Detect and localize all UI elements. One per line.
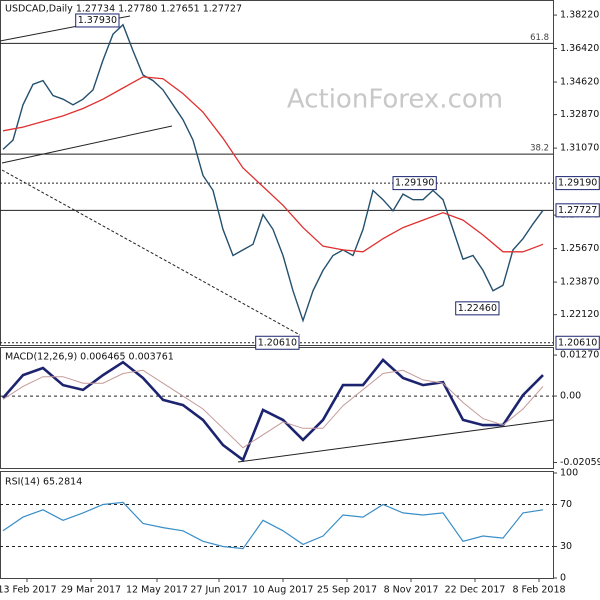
y-tick-label: 70 <box>560 499 572 510</box>
price-label: 1.20610 <box>258 337 297 348</box>
price-label: 1.37930 <box>78 15 117 26</box>
price-label: 1.22460 <box>458 303 497 314</box>
trend-line <box>1 125 173 164</box>
series-line <box>2 358 544 462</box>
x-tick-label: 12 May 2017 <box>126 585 188 596</box>
x-tick-label: 25 Sep 2017 <box>317 585 377 596</box>
series-line <box>2 501 544 550</box>
price-panel <box>0 0 554 346</box>
y-tick-label: 1.34620 <box>560 77 599 88</box>
watermark: ActionForex.com <box>287 85 503 115</box>
y-tick-label: 0 <box>560 573 566 584</box>
x-tick-label: 8 Nov 2017 <box>384 585 439 596</box>
price-label-box <box>555 176 600 191</box>
price-label-box <box>75 13 120 28</box>
level-name: 61.8 <box>530 33 549 43</box>
price-label: 1.29190 <box>558 178 597 189</box>
y-tick-label: 1.31070 <box>560 143 599 154</box>
y-tick-label: 1.22120 <box>560 309 599 320</box>
series-line <box>2 76 544 253</box>
y-tick-label: 30 <box>560 541 572 552</box>
price-label-box <box>555 203 600 218</box>
price-label-box <box>555 335 600 350</box>
y-tick-label: 0.012707 <box>560 350 600 361</box>
x-tick-label: 8 Feb 2018 <box>512 585 565 596</box>
y-tick-label: 100 <box>560 468 578 479</box>
y-tick-label: -0.020599 <box>560 457 600 468</box>
level-name: 38.2 <box>530 144 549 154</box>
price-label: 1.27727 <box>558 205 597 216</box>
price-label: 1.20610 <box>558 337 597 348</box>
y-tick-label: 1.23870 <box>560 277 599 288</box>
series-line <box>2 369 544 449</box>
y-tick-label: 1.36420 <box>560 43 599 54</box>
price-label-box <box>392 176 437 191</box>
series-line <box>2 23 544 323</box>
price-label-box <box>455 301 500 316</box>
price-label: 1.29190 <box>395 178 434 189</box>
y-tick-label: 1.25670 <box>560 243 599 254</box>
y-tick-label: 0.00 <box>560 391 581 402</box>
trend-line <box>237 419 554 463</box>
rsi-panel <box>0 471 554 579</box>
x-tick-label: 10 Aug 2017 <box>253 585 314 596</box>
x-tick-label: 22 Dec 2017 <box>445 585 506 596</box>
x-tick-label: 27 Jun 2017 <box>190 585 247 596</box>
panel-title: USDCAD,Daily 1.27734 1.27780 1.27651 1.2… <box>5 4 242 15</box>
trend-line <box>1 169 301 336</box>
x-tick-label: 13 Feb 2017 <box>0 585 57 596</box>
y-tick-label: 1.38220 <box>560 10 599 21</box>
panel-title: MACD(12,26,9) 0.006465 0.003761 <box>5 352 174 363</box>
y-tick-label: 1.32870 <box>560 109 599 120</box>
panel-title: RSI(14) 65.2814 <box>5 477 82 488</box>
price-label-box <box>255 335 300 350</box>
x-tick-label: 29 Mar 2017 <box>61 585 121 596</box>
